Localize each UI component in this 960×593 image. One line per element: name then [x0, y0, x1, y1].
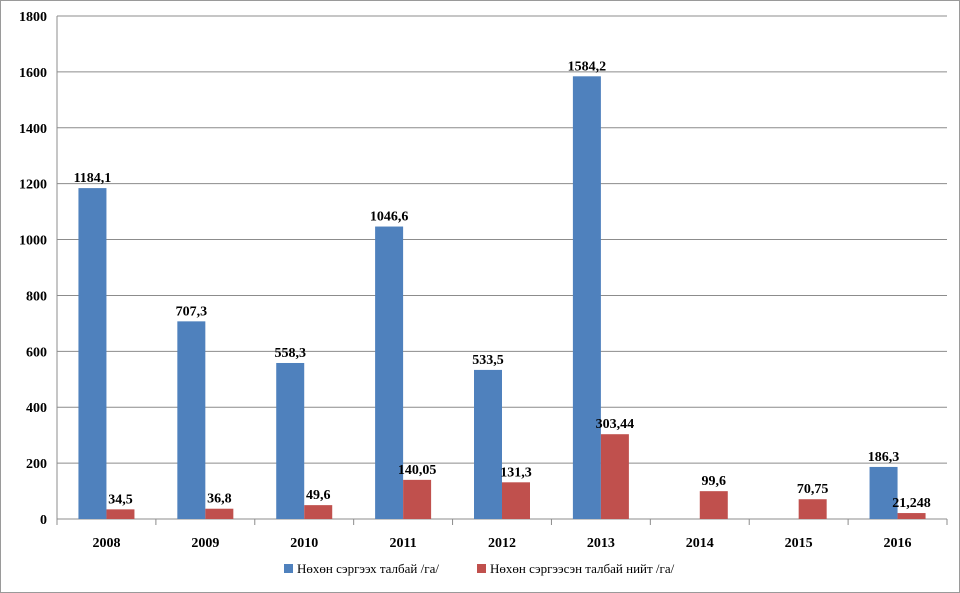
- data-label: 533,5: [472, 353, 504, 368]
- legend-label: Нөхөн сэргээсэн талбай нийт /га/: [490, 561, 675, 576]
- bar-series2: [403, 479, 432, 519]
- data-label: 707,3: [176, 304, 208, 319]
- bar-series1: [177, 321, 206, 519]
- y-tick-label: 1400: [19, 122, 47, 137]
- y-tick-label: 1600: [19, 66, 47, 81]
- legend-swatch: [284, 564, 293, 573]
- data-label: 558,3: [274, 346, 306, 361]
- bars: [78, 76, 926, 519]
- y-tick-label: 600: [26, 345, 47, 360]
- bar-series2: [106, 509, 135, 519]
- y-tick-label: 200: [26, 457, 47, 472]
- data-label: 21,248: [892, 496, 931, 511]
- x-tick-label: 2011: [389, 536, 416, 551]
- data-label: 34,5: [108, 492, 133, 507]
- data-label: 186,3: [868, 450, 900, 465]
- bar-series2: [502, 482, 530, 519]
- bar-series2: [699, 491, 728, 519]
- y-tick-label: 1200: [19, 178, 47, 193]
- bar-series2: [798, 499, 827, 519]
- bar-series2: [304, 505, 333, 519]
- bar-series2: [897, 513, 926, 519]
- y-tick-label: 800: [26, 289, 47, 304]
- data-label: 36,8: [207, 492, 232, 507]
- data-labels: 1184,1 707,3 558,3 1046,6 533,5 1584,2 186,3 34…: [74, 59, 931, 511]
- x-tick-label: 2014: [686, 536, 714, 551]
- y-tick-label: 0: [40, 513, 47, 528]
- y-tick-label: 1000: [19, 234, 47, 249]
- bar-series2: [600, 434, 629, 519]
- data-label: 49,6: [306, 488, 331, 503]
- legend-label: Нөхөн сэргээх талбай /га/: [297, 561, 439, 576]
- data-label: 131,3: [500, 465, 532, 480]
- bar-series2: [205, 508, 234, 519]
- data-label: 1584,2: [568, 59, 607, 74]
- bar-series1: [375, 226, 404, 519]
- x-tick-label: 2010: [290, 536, 318, 551]
- x-tick-label: 2009: [191, 536, 219, 551]
- data-label: 70,75: [797, 482, 829, 497]
- x-tick-label: 2016: [884, 536, 912, 551]
- x-tick-label: 2013: [587, 536, 615, 551]
- data-label: 1046,6: [370, 210, 409, 225]
- bar-series1: [276, 362, 305, 519]
- y-tick-label: 1800: [19, 10, 47, 25]
- data-label: 303,44: [596, 417, 635, 432]
- x-tick-label: 2015: [785, 536, 813, 551]
- x-tick-label: 2012: [488, 536, 516, 551]
- data-label: 99,6: [702, 474, 727, 489]
- data-label: 140,05: [398, 463, 437, 478]
- bar-series1: [869, 466, 898, 519]
- legend-swatch: [477, 564, 486, 573]
- x-tick-label: 2008: [92, 536, 120, 551]
- y-tick-label: 400: [26, 401, 47, 416]
- data-label: 1184,1: [74, 171, 112, 186]
- bar-series1: [78, 188, 107, 519]
- legend: Нөхөн сэргээх талбай /га/Нөхөн сэргээсэн…: [284, 561, 675, 576]
- bar-series1: [474, 369, 502, 519]
- bar-series1: [572, 76, 601, 519]
